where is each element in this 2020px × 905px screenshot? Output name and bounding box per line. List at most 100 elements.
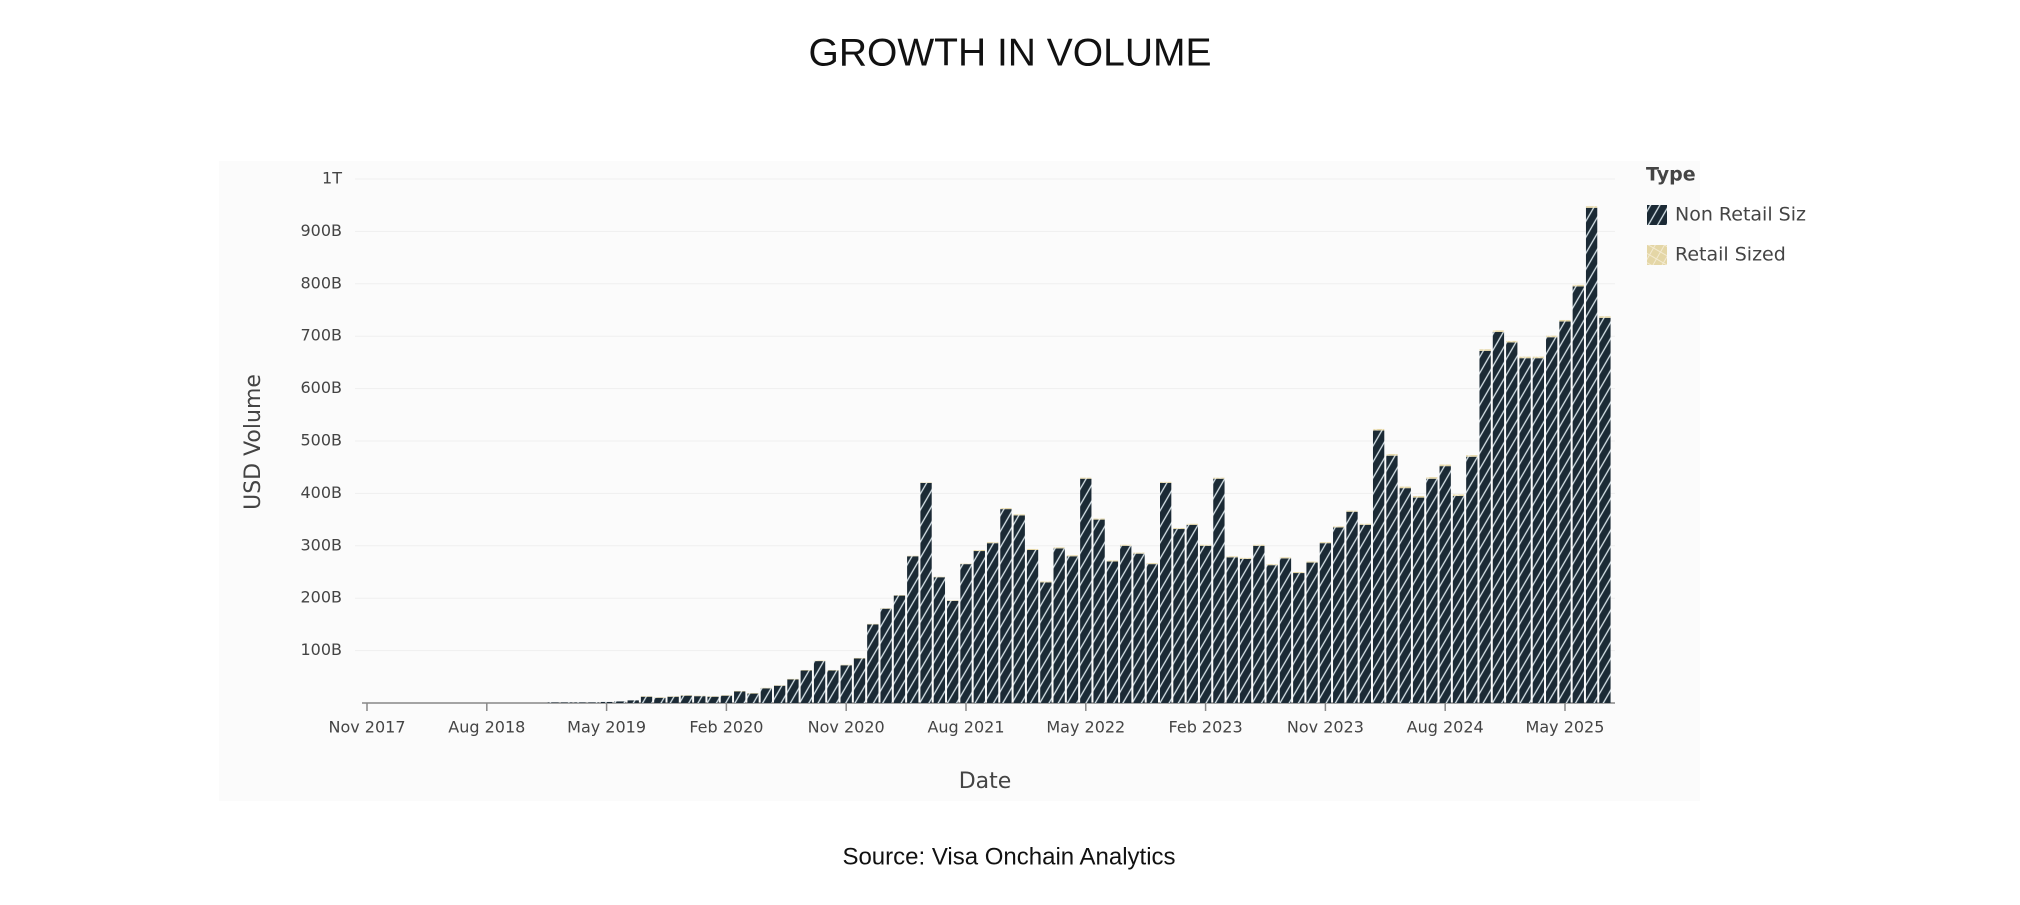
bar-segment xyxy=(1279,558,1292,703)
bar-segment xyxy=(694,695,706,697)
bar-segment xyxy=(1173,529,1185,703)
bar-segment xyxy=(587,702,599,703)
x-tick-label: Nov 2020 xyxy=(808,718,885,737)
bar-segment xyxy=(1040,581,1052,583)
bar-segment xyxy=(1439,466,1451,703)
y-axis-label: USD Volume xyxy=(241,374,266,510)
bar-segment xyxy=(1319,543,1332,703)
bar-segment xyxy=(1585,207,1598,703)
bar-segment xyxy=(1173,527,1185,530)
y-tick-label: 700B xyxy=(300,326,342,345)
bar-segment xyxy=(1186,523,1198,525)
bar-segment xyxy=(1492,330,1505,333)
bar-segment xyxy=(853,657,866,659)
bar-segment xyxy=(1093,519,1105,703)
chart-title: GROWTH IN VOLUME xyxy=(808,31,1211,74)
bar-segment xyxy=(1599,317,1611,703)
x-tick-label: Feb 2023 xyxy=(1169,718,1243,737)
bar-segment xyxy=(1412,497,1425,703)
bar-segment xyxy=(1386,455,1398,703)
y-tick-label: 300B xyxy=(300,535,342,554)
bar-segment xyxy=(773,685,786,703)
bar-segment xyxy=(1226,556,1238,558)
bar-segment xyxy=(654,697,666,703)
bar-segment xyxy=(1426,477,1438,479)
bar-segment xyxy=(1026,549,1039,703)
bar-segment xyxy=(973,551,985,703)
bar-segment xyxy=(880,608,892,703)
bar-segment xyxy=(920,482,932,483)
bar-segment xyxy=(1160,482,1172,703)
bar-segment xyxy=(1519,358,1531,703)
x-tick-label: Aug 2018 xyxy=(448,718,525,737)
bar-segment xyxy=(760,687,772,689)
bar-segment xyxy=(1266,564,1278,566)
bar-segment xyxy=(720,695,733,696)
bar-segment xyxy=(734,691,746,703)
legend-swatch xyxy=(1647,205,1667,225)
bar-segment xyxy=(800,670,812,703)
y-tick-label: 600B xyxy=(300,378,342,397)
bar-segment xyxy=(1372,430,1385,703)
bar-segment xyxy=(547,702,560,703)
bar-segment xyxy=(561,702,573,703)
bar-segment xyxy=(734,690,746,692)
bar-segment xyxy=(1146,564,1159,703)
bar-segment xyxy=(840,664,852,666)
bar-segment xyxy=(1199,545,1212,703)
y-tick-label: 100B xyxy=(300,640,342,659)
bar-segment xyxy=(1599,316,1611,318)
bar-segment xyxy=(1000,509,1012,703)
bar-segment xyxy=(1293,573,1305,703)
bar-segment xyxy=(1279,557,1292,559)
bar-segment xyxy=(1080,477,1092,479)
x-axis-label: Date xyxy=(959,769,1012,794)
bar-segment xyxy=(1146,563,1159,565)
bar-segment xyxy=(1226,557,1238,703)
bar-segment xyxy=(1492,332,1505,703)
bar-segment xyxy=(960,564,972,703)
bar-segment xyxy=(640,696,653,703)
bar-segment xyxy=(1479,350,1491,703)
bar-segment xyxy=(747,693,759,703)
bar-segment xyxy=(853,658,866,703)
bar-segment xyxy=(747,693,759,694)
bar-segment xyxy=(960,563,972,565)
bar-segment xyxy=(1585,206,1598,208)
y-tick-label: 400B xyxy=(300,483,342,502)
bar-segment xyxy=(933,576,946,578)
y-tick-label: 900B xyxy=(300,221,342,240)
bar-segment xyxy=(907,556,919,703)
bar-segment xyxy=(1106,561,1119,703)
bar-segment xyxy=(667,696,679,697)
bar-segment xyxy=(1213,477,1225,479)
bar-segment xyxy=(1359,523,1371,525)
bar-segment xyxy=(720,695,733,703)
y-tick-label: 500B xyxy=(300,431,342,450)
bar-segment xyxy=(1026,548,1039,550)
bar-segment xyxy=(1372,428,1385,431)
bar-segment xyxy=(1120,545,1132,703)
bar-segment xyxy=(640,696,653,697)
bar-segment xyxy=(1266,565,1278,703)
bar-segment xyxy=(1359,524,1371,703)
bar-segment xyxy=(1040,582,1052,703)
bar-segment xyxy=(973,549,985,552)
bar-segment xyxy=(1559,321,1571,703)
bar-segment xyxy=(1053,548,1065,703)
bar-segment xyxy=(707,696,719,703)
x-tick-label: Aug 2021 xyxy=(927,718,1004,737)
bar-segment xyxy=(920,482,932,703)
bar-segment xyxy=(1506,340,1518,343)
bar-segment xyxy=(1572,284,1584,287)
legend-label: Retail Sized xyxy=(1675,244,1786,266)
bar-segment xyxy=(1572,286,1584,703)
bar-segment xyxy=(600,701,613,703)
bar-segment xyxy=(667,696,679,703)
bar-segment xyxy=(1346,510,1358,512)
bar-segment xyxy=(1466,456,1478,703)
bar-segment xyxy=(627,700,639,703)
bar-segment xyxy=(1532,358,1545,703)
bar-segment xyxy=(1080,478,1092,703)
x-tick-label: May 2025 xyxy=(1526,718,1605,737)
